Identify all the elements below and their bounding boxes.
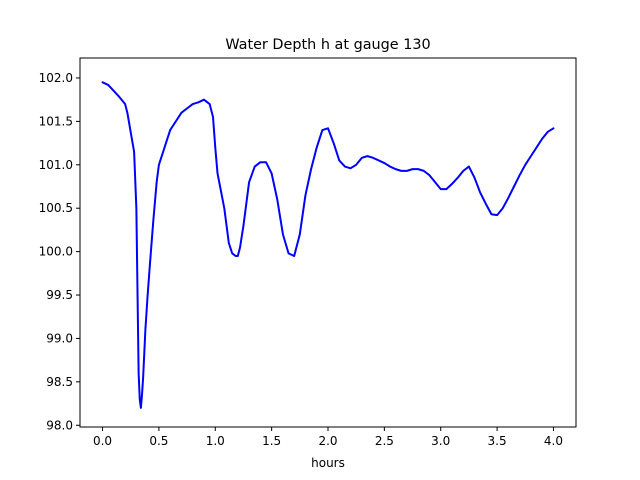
x-tick-label: 4.0 [544,434,563,448]
x-axis-ticks: 0.0 0.5 1.0 1.5 2.0 2.5 3.0 3.5 4.0 [93,427,563,448]
x-tick-label: 3.0 [431,434,450,448]
series-line [101,81,555,409]
y-tick-label: 98.0 [46,418,73,432]
plot-area [80,58,576,427]
y-tick-label: 98.5 [46,375,73,389]
y-tick-label: 100.0 [39,245,73,259]
y-tick-label: 99.5 [46,288,73,302]
x-tick-label: 1.5 [262,434,281,448]
y-tick-label: 101.5 [39,114,73,128]
x-axis-label: hours [311,456,345,470]
x-tick-label: 1.0 [206,434,225,448]
x-tick-label: 0.0 [93,434,112,448]
y-tick-label: 99.0 [46,331,73,345]
y-tick-label: 100.5 [39,201,73,215]
x-tick-label: 2.5 [375,434,394,448]
x-tick-label: 3.5 [488,434,507,448]
chart-title: Water Depth h at gauge 130 [225,37,430,53]
x-tick-label: 0.5 [149,434,168,448]
y-tick-label: 101.0 [39,158,73,172]
y-tick-label: 102.0 [39,71,73,85]
x-tick-label: 2.0 [318,434,337,448]
y-axis-ticks: 98.0 98.5 99.0 99.5 100.0 100.5 101.0 101.5 102.… [39,71,80,432]
